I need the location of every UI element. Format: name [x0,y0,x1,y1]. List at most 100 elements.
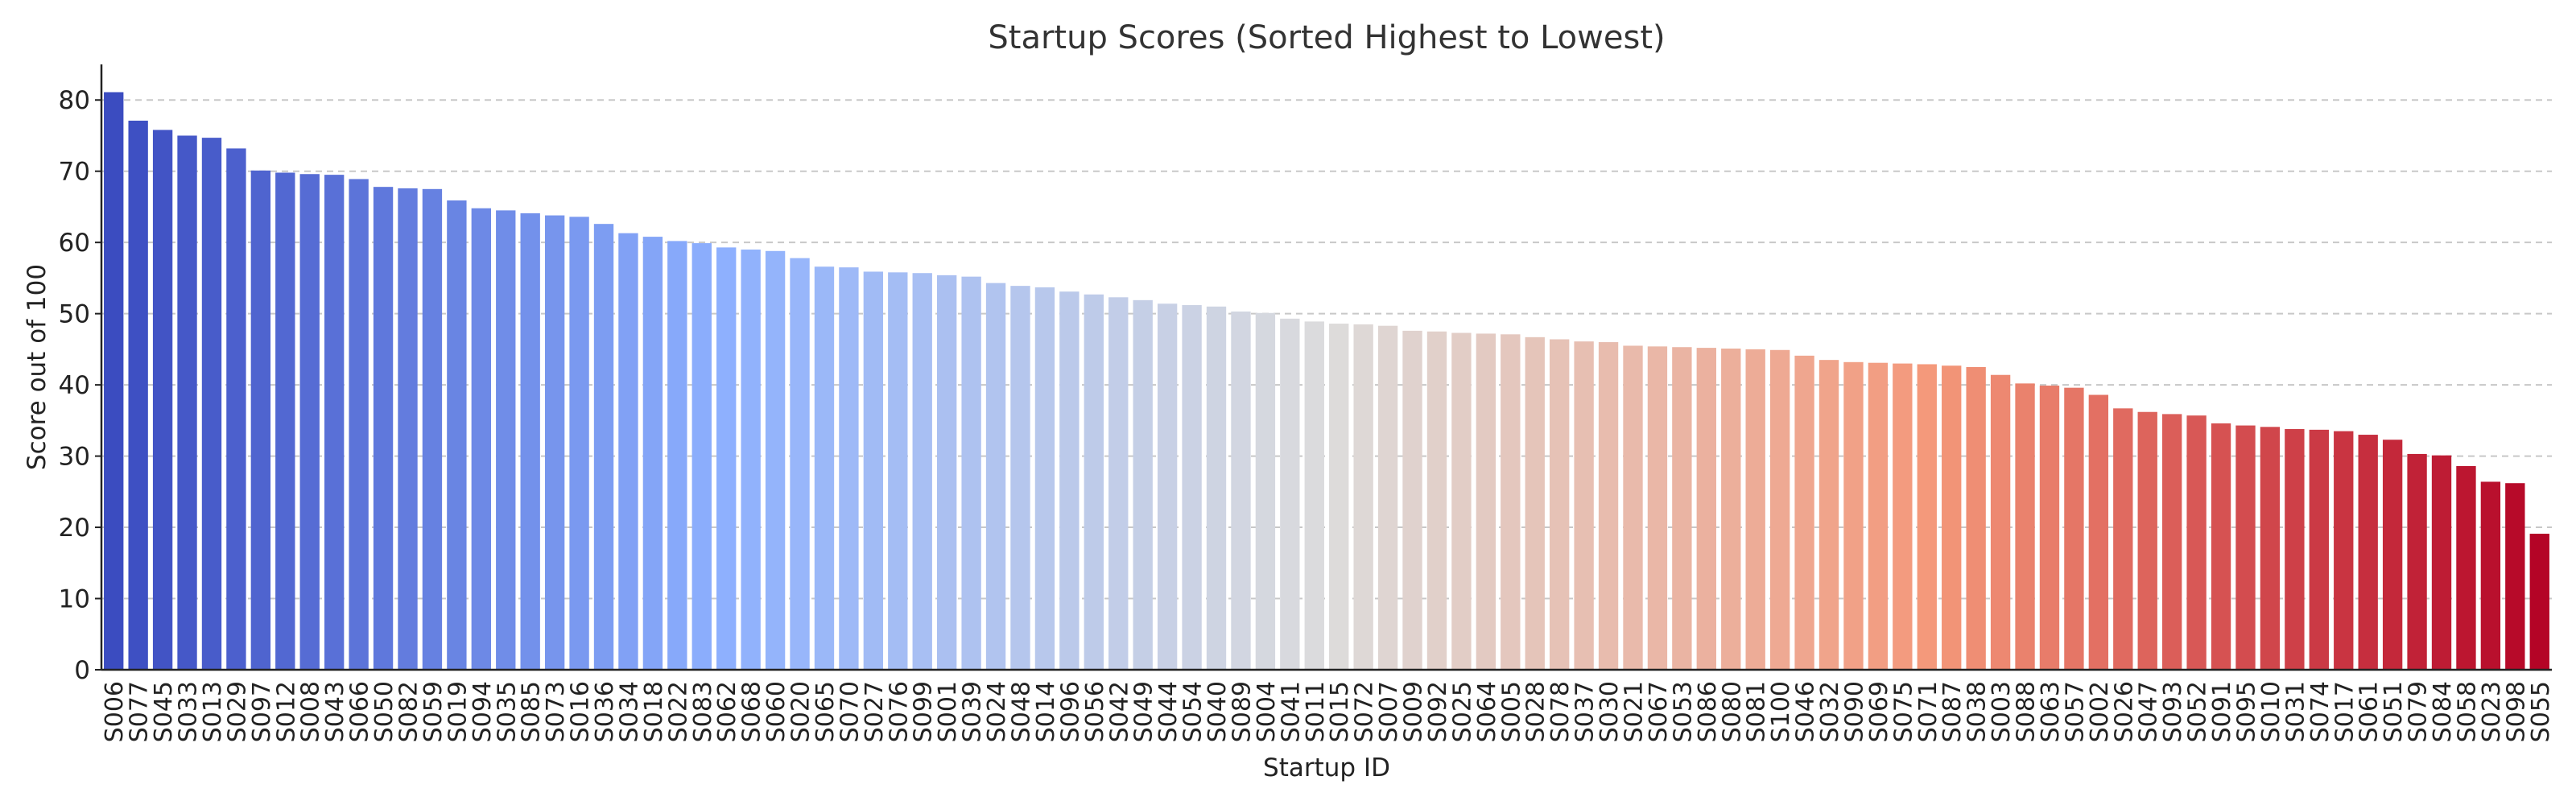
x-tick-label: S086 [1694,681,1722,742]
x-tick-label: S033 [175,681,203,742]
bar-s060 [765,250,786,670]
x-tick-label: S025 [1448,681,1476,742]
x-tick-label: S014 [1032,681,1060,742]
x-tick-label: S049 [1130,681,1158,742]
bar-s040 [1206,306,1227,670]
bar-s043 [324,175,345,670]
x-tick-label: S076 [885,681,913,742]
x-tick-label: S038 [1963,681,1992,742]
bar-s061 [2358,435,2378,670]
x-tick-label: S085 [518,681,546,742]
bar-s004 [1255,312,1276,670]
x-tick-label: S095 [2233,681,2261,742]
bar-s027 [863,271,884,670]
x-tick-label: S008 [297,681,325,742]
x-tick-label: S077 [126,681,154,742]
bar-s024 [985,283,1006,670]
bar-s022 [667,241,687,670]
bar-s055 [2529,534,2549,670]
bar-s074 [2309,429,2329,670]
bar-s002 [2088,394,2109,670]
bar-s065 [814,266,835,670]
bar-s090 [1843,361,1864,670]
x-tick-label: S056 [1081,681,1109,742]
bar-s077 [128,120,148,670]
bar-s013 [201,138,222,670]
y-tick-label: 80 [59,86,90,115]
bar-s036 [593,224,614,670]
y-tick-labels: 0 10 20 30 40 50 60 70 80 [59,86,101,685]
bar-s062 [716,247,737,670]
x-axis-label: Startup ID [1263,753,1390,782]
x-tick-label: S066 [346,681,374,742]
x-tick-label: S042 [1105,681,1133,742]
bar-s018 [642,237,663,671]
bar-s096 [1059,291,1080,670]
x-tick-label: S091 [2208,681,2236,742]
bar-s093 [2162,414,2182,670]
bars [104,92,2549,671]
x-tick-label: S036 [591,681,619,742]
bar-s053 [1672,347,1692,670]
grid-lines [101,99,2552,600]
x-tick-label: S006 [101,681,129,742]
bar-s028 [1525,336,1545,670]
bar-s023 [2480,481,2501,670]
y-tick-label: 70 [59,158,90,187]
x-tick-label: S002 [2086,681,2114,742]
x-tick-label: S060 [762,681,791,742]
bar-s100 [1769,349,1790,670]
bar-s017 [2334,431,2354,670]
bar-s010 [2260,427,2281,670]
x-tick-label: S093 [2159,681,2187,742]
x-tick-label: S092 [1424,681,1452,742]
bar-s067 [1647,346,1668,670]
bar-s050 [373,187,394,671]
bar-s083 [691,243,712,670]
bar-s030 [1598,342,1619,670]
bar-s094 [471,208,491,671]
x-tick-label: S030 [1596,681,1624,742]
bar-s041 [1280,318,1300,670]
y-tick-label: 60 [59,229,90,258]
x-tick-label: S020 [787,681,815,742]
bar-s071 [1917,364,1937,670]
bar-s045 [152,130,173,670]
x-tick-label: S047 [2135,681,2163,742]
x-tick-label: S045 [150,681,178,742]
x-tick-label: S053 [1669,681,1697,742]
x-tick-label: S068 [738,681,766,742]
bar-s088 [2015,383,2035,670]
bar-s001 [937,275,957,670]
x-tick-label: S041 [1277,681,1305,742]
x-tick-label: S005 [1497,681,1525,742]
x-tick-label: S028 [1522,681,1550,742]
bar-s059 [422,188,443,670]
x-tick-label: S016 [567,681,595,742]
x-tick-label: S007 [1375,681,1403,742]
bar-s021 [1623,345,1643,670]
bar-s009 [1402,330,1422,670]
bar-s099 [912,273,932,670]
x-tick-label: S011 [1302,681,1330,742]
x-tick-label: S019 [444,681,472,742]
x-tick-label: S061 [2355,681,2384,742]
x-tick-label: S081 [1743,681,1771,742]
bar-s015 [1329,324,1349,670]
x-tick-label: S079 [2405,681,2433,742]
bar-s005 [1501,334,1521,670]
x-tick-label: S029 [223,681,251,742]
x-tick-label: S024 [983,681,1011,742]
bar-s007 [1377,325,1398,670]
bar-s056 [1084,294,1104,670]
x-tick-label: S096 [1056,681,1084,742]
bar-s063 [2039,386,2060,670]
x-tick-label: S040 [1203,681,1232,742]
x-tick-label: S088 [2013,681,2041,742]
bar-s008 [299,174,320,671]
x-tick-label: S043 [321,681,349,742]
bar-s026 [2113,408,2133,670]
bar-s086 [1696,348,1716,670]
